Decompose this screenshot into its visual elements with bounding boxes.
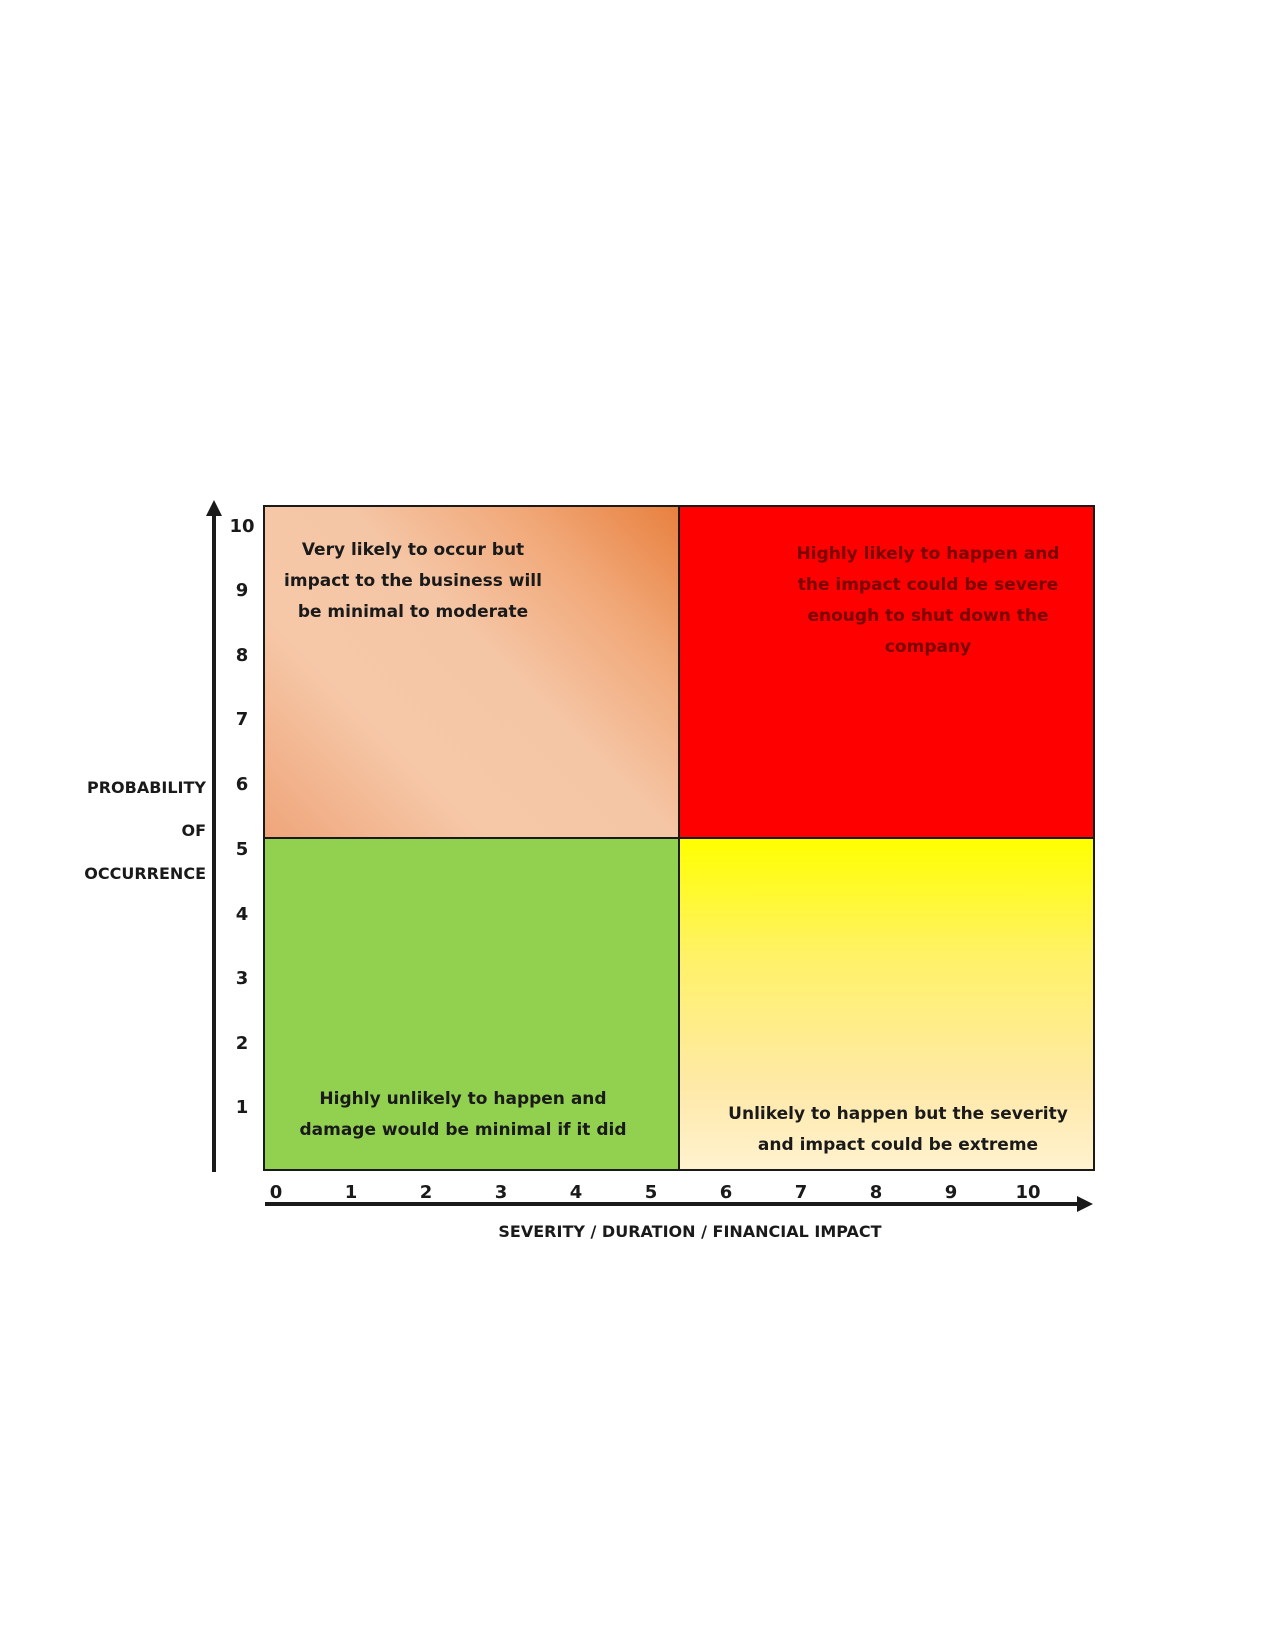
x-tick-0: 0 [269,1182,283,1203]
x-axis-arrowhead [1077,1196,1093,1212]
x-tick-5: 5 [644,1182,658,1203]
y-axis-arrowhead [206,500,222,516]
y-axis-label: PROBABILITY OF OCCURRENCE [70,766,206,895]
y-tick-9: 9 [235,580,249,601]
y-tick-7: 7 [235,709,249,730]
x-tick-6: 6 [719,1182,733,1203]
quadrant-top-right: Highly likely to happen and the impact c… [680,507,1093,839]
quadrant-grid: Very likely to occur but impact to the b… [263,505,1095,1171]
x-tick-10: 10 [1015,1182,1041,1203]
quadrant-bottom-left-text: Highly unlikely to happen and damage wou… [299,1089,627,1140]
x-tick-3: 3 [494,1182,508,1203]
quadrant-bottom-right-text: Unlikely to happen but the severity and … [728,1104,1068,1155]
y-tick-3: 3 [235,968,249,989]
quadrant-top-left-text: Very likely to occur but impact to the b… [284,540,542,622]
x-tick-9: 9 [944,1182,958,1203]
y-tick-2: 2 [235,1033,249,1054]
x-tick-1: 1 [344,1182,358,1203]
quadrant-bottom-right: Unlikely to happen but the severity and … [680,839,1093,1169]
quadrant-bottom-left: Highly unlikely to happen and damage wou… [265,839,680,1169]
x-tick-4: 4 [569,1182,583,1203]
y-tick-10: 10 [229,516,255,537]
x-axis-line [265,1202,1079,1206]
y-tick-1: 1 [235,1097,249,1118]
x-tick-2: 2 [419,1182,433,1203]
x-tick-7: 7 [794,1182,808,1203]
quadrant-top-left: Very likely to occur but impact to the b… [265,507,680,839]
y-tick-8: 8 [235,645,249,666]
x-axis-label: SEVERITY / DURATION / FINANCIAL IMPACT [498,1222,882,1241]
y-tick-5: 5 [235,839,249,860]
x-tick-8: 8 [869,1182,883,1203]
y-axis-label-line-1: PROBABILITY [86,778,206,797]
quadrant-top-right-text: Highly likely to happen and the impact c… [796,544,1060,657]
y-axis-label-line-2: OF [181,821,206,840]
y-tick-6: 6 [235,774,249,795]
y-axis-line [212,512,216,1172]
y-tick-4: 4 [235,904,249,925]
y-axis-label-line-3: OCCURRENCE [84,864,206,883]
